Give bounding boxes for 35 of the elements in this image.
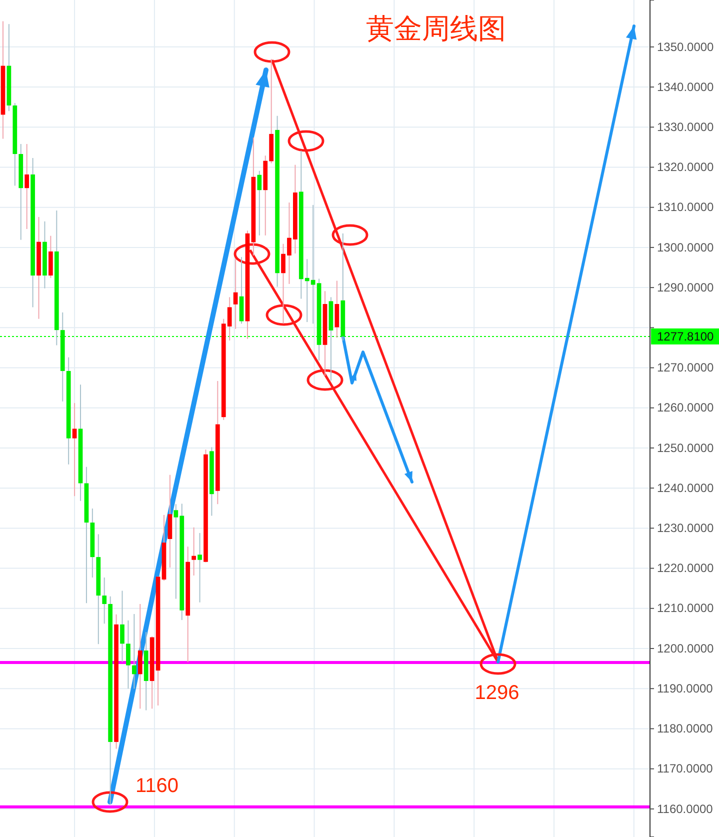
candlestick: [24, 143, 30, 230]
y-tick-label: 1170.0000: [657, 762, 714, 776]
y-tick-label: 1320.0000: [657, 160, 714, 174]
candlestick: [257, 170, 262, 236]
y-tick-label: 1160.0000: [657, 802, 714, 816]
candlestick: [126, 620, 130, 690]
ref-line-label: 1277.8100: [657, 330, 714, 344]
candlestick: [334, 280, 340, 338]
y-tick-label: 1200.0000: [657, 641, 714, 656]
y-tick-label: 1330.0000: [657, 120, 714, 134]
y-tick-label: 1340.0000: [657, 80, 714, 94]
y-tick-label: 1180.0000: [657, 722, 714, 736]
annotation: 1160: [135, 775, 179, 797]
candlestick: [233, 258, 238, 330]
candlestick: [138, 603, 142, 710]
annotation: 1296: [474, 682, 520, 704]
text: 黄金周线图: [366, 12, 506, 45]
y-tick-label: 1210.0000: [657, 601, 714, 616]
y-tick-label: 1240.0000: [657, 480, 714, 495]
y-tick-label: 1250.0000: [657, 440, 714, 455]
candlestick: [120, 590, 124, 663]
y-tick-label: 1220.0000: [657, 561, 714, 576]
y-tick-label: 1230.0000: [657, 521, 714, 536]
y-tick-label: 1350.0000: [657, 40, 714, 54]
candlestick: [102, 577, 107, 624]
y-tick-label: 1300.0000: [657, 240, 714, 254]
y-tick-label: 1270.0000: [657, 360, 714, 375]
candlestick: [132, 614, 136, 690]
candlestick: [192, 526, 196, 576]
y-tick-label: 1260.0000: [657, 400, 714, 415]
candlestick: [198, 532, 202, 603]
y-tick-label: 1310.0000: [657, 200, 714, 214]
candlestick: [72, 402, 77, 497]
y-tick-label: 1290.0000: [657, 280, 714, 294]
y-tick-label: 1190.0000: [657, 681, 714, 696]
